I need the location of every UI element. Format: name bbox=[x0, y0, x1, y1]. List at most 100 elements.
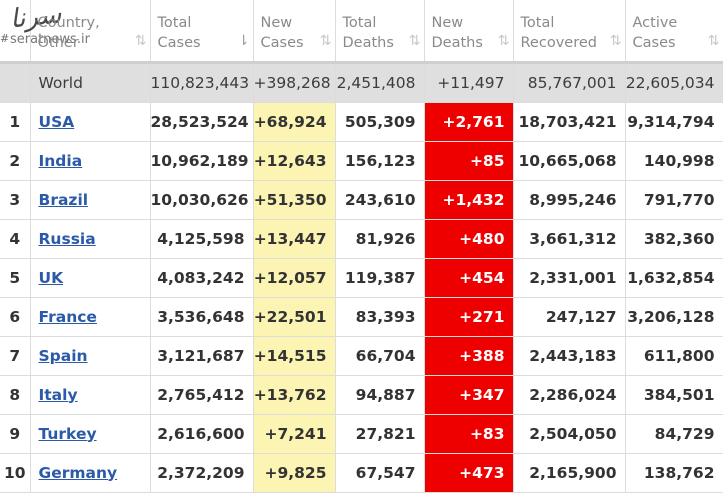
country-link[interactable]: UK bbox=[38, 268, 64, 287]
sort-desc-icon[interactable]: ⇂ bbox=[237, 32, 250, 49]
header-new-cases-label-2: Cases bbox=[260, 35, 304, 51]
country-name-cell: Italy bbox=[30, 375, 151, 415]
new-cases-cell: +68,924 bbox=[253, 102, 336, 142]
active-cases-cell: 3,206,128 bbox=[625, 297, 723, 337]
total-recovered-cell: 2,286,024 bbox=[513, 375, 626, 415]
total-cases-cell: 10,962,189 bbox=[150, 141, 254, 181]
table-row: 3 Brazil 10,030,626 +51,350 243,610 +1,432 8,9… bbox=[0, 180, 723, 220]
header-country[interactable]: Country, Other ⇅ bbox=[30, 0, 151, 64]
header-new-deaths-label-2: Deaths bbox=[431, 35, 483, 51]
header-index[interactable]: # bbox=[0, 0, 31, 64]
row-index-cell: 10 bbox=[0, 453, 31, 493]
country-name-cell: USA bbox=[30, 102, 151, 142]
new-cases-cell: +12,643 bbox=[253, 141, 336, 181]
header-active-cases-label-1: Active bbox=[632, 15, 678, 31]
world-total-recovered: 85,767,001 bbox=[513, 62, 626, 103]
header-total-deaths-label-1: Total bbox=[342, 15, 377, 31]
header-new-cases[interactable]: New Cases ⇅ bbox=[253, 0, 336, 64]
country-link[interactable]: India bbox=[38, 151, 83, 170]
header-total-cases[interactable]: Total Cases ⇂ bbox=[150, 0, 254, 64]
table-row: 6 France 3,536,648 +22,501 83,393 +271 247,127… bbox=[0, 297, 723, 337]
world-index-cell bbox=[0, 62, 31, 103]
total-recovered-cell: 8,995,246 bbox=[513, 180, 626, 220]
header-total-deaths[interactable]: Total Deaths ⇅ bbox=[335, 0, 425, 64]
new-cases-cell: +51,350 bbox=[253, 180, 336, 220]
header-total-recovered[interactable]: Total Recovered ⇅ bbox=[513, 0, 626, 64]
sort-icon[interactable]: ⇅ bbox=[408, 32, 421, 49]
total-recovered-cell: 2,331,001 bbox=[513, 258, 626, 298]
country-name-cell: Spain bbox=[30, 336, 151, 376]
active-cases-cell: 384,501 bbox=[625, 375, 723, 415]
country-link[interactable]: Brazil bbox=[38, 190, 89, 209]
new-deaths-cell: +454 bbox=[424, 258, 514, 298]
new-deaths-cell: +1,432 bbox=[424, 180, 514, 220]
new-deaths-cell: +388 bbox=[424, 336, 514, 376]
header-active-cases[interactable]: Active Cases ⇅ bbox=[625, 0, 723, 64]
new-deaths-cell: +2,761 bbox=[424, 102, 514, 142]
row-index-cell: 4 bbox=[0, 219, 31, 259]
new-cases-cell: +22,501 bbox=[253, 297, 336, 337]
new-deaths-cell: +347 bbox=[424, 375, 514, 415]
header-country-label-1: Country, bbox=[37, 15, 100, 31]
total-cases-cell: 3,536,648 bbox=[150, 297, 254, 337]
new-cases-cell: +9,825 bbox=[253, 453, 336, 493]
header-new-deaths-label-1: New bbox=[431, 15, 464, 31]
country-link[interactable]: Russia bbox=[38, 229, 96, 248]
sort-icon[interactable]: ⇅ bbox=[134, 32, 147, 49]
table-row: 9 Turkey 2,616,600 +7,241 27,821 +83 2,504,050… bbox=[0, 414, 723, 454]
table-row: 10 Germany 2,372,209 +9,825 67,547 +473 2,165,… bbox=[0, 453, 723, 493]
new-deaths-cell: +85 bbox=[424, 141, 514, 181]
header-total-cases-label-2: Cases bbox=[157, 35, 201, 51]
country-name-cell: Russia bbox=[30, 219, 151, 259]
header-new-cases-label-1: New bbox=[260, 15, 293, 31]
total-recovered-cell: 3,661,312 bbox=[513, 219, 626, 259]
country-name-cell: France bbox=[30, 297, 151, 337]
new-deaths-cell: +473 bbox=[424, 453, 514, 493]
country-link[interactable]: USA bbox=[38, 112, 75, 131]
new-cases-cell: +12,057 bbox=[253, 258, 336, 298]
sort-icon[interactable]: ⇅ bbox=[497, 32, 510, 49]
header-active-cases-label-2: Cases bbox=[632, 35, 676, 51]
header-total-recovered-label-1: Total bbox=[520, 15, 555, 31]
total-cases-cell: 4,125,598 bbox=[150, 219, 254, 259]
world-total-cases: 110,823,443 bbox=[150, 62, 254, 103]
new-cases-cell: +14,515 bbox=[253, 336, 336, 376]
country-link[interactable]: Italy bbox=[38, 385, 78, 404]
country-link[interactable]: Spain bbox=[38, 346, 88, 365]
table-header-row: # Country, Other ⇅ Total Cases ⇂ New Cas… bbox=[0, 0, 723, 64]
sort-icon[interactable]: ⇅ bbox=[319, 32, 332, 49]
total-recovered-cell: 10,665,068 bbox=[513, 141, 626, 181]
header-index-label: # bbox=[0, 32, 10, 46]
country-link[interactable]: Turkey bbox=[38, 424, 97, 443]
row-index-cell: 8 bbox=[0, 375, 31, 415]
country-link[interactable]: Germany bbox=[38, 463, 118, 482]
sort-icon[interactable]: ⇅ bbox=[707, 32, 720, 49]
total-cases-cell: 4,083,242 bbox=[150, 258, 254, 298]
header-new-deaths[interactable]: New Deaths ⇅ bbox=[424, 0, 514, 64]
sort-icon[interactable]: ⇅ bbox=[609, 32, 622, 49]
table-row: 4 Russia 4,125,598 +13,447 81,926 +480 3,661,3… bbox=[0, 219, 723, 259]
total-deaths-cell: 119,387 bbox=[335, 258, 425, 298]
header-total-deaths-label-2: Deaths bbox=[342, 35, 394, 51]
table-row: 5 UK 4,083,242 +12,057 119,387 +454 2,331,001 1… bbox=[0, 258, 723, 298]
country-name-cell: Turkey bbox=[30, 414, 151, 454]
country-name-cell: UK bbox=[30, 258, 151, 298]
table-row: 1 USA 28,523,524 +68,924 505,309 +2,761 18,703… bbox=[0, 102, 723, 142]
country-link[interactable]: France bbox=[38, 307, 97, 326]
total-deaths-cell: 66,704 bbox=[335, 336, 425, 376]
total-deaths-cell: 505,309 bbox=[335, 102, 425, 142]
country-name-cell: Brazil bbox=[30, 180, 151, 220]
total-deaths-cell: 243,610 bbox=[335, 180, 425, 220]
total-cases-cell: 10,030,626 bbox=[150, 180, 254, 220]
new-cases-cell: +13,447 bbox=[253, 219, 336, 259]
new-deaths-cell: +480 bbox=[424, 219, 514, 259]
world-total-deaths: 2,451,408 bbox=[335, 62, 425, 103]
active-cases-cell: 611,800 bbox=[625, 336, 723, 376]
total-recovered-cell: 247,127 bbox=[513, 297, 626, 337]
active-cases-cell: 791,770 bbox=[625, 180, 723, 220]
new-cases-cell: +13,762 bbox=[253, 375, 336, 415]
total-cases-cell: 2,616,600 bbox=[150, 414, 254, 454]
total-cases-cell: 3,121,687 bbox=[150, 336, 254, 376]
total-recovered-cell: 2,443,183 bbox=[513, 336, 626, 376]
